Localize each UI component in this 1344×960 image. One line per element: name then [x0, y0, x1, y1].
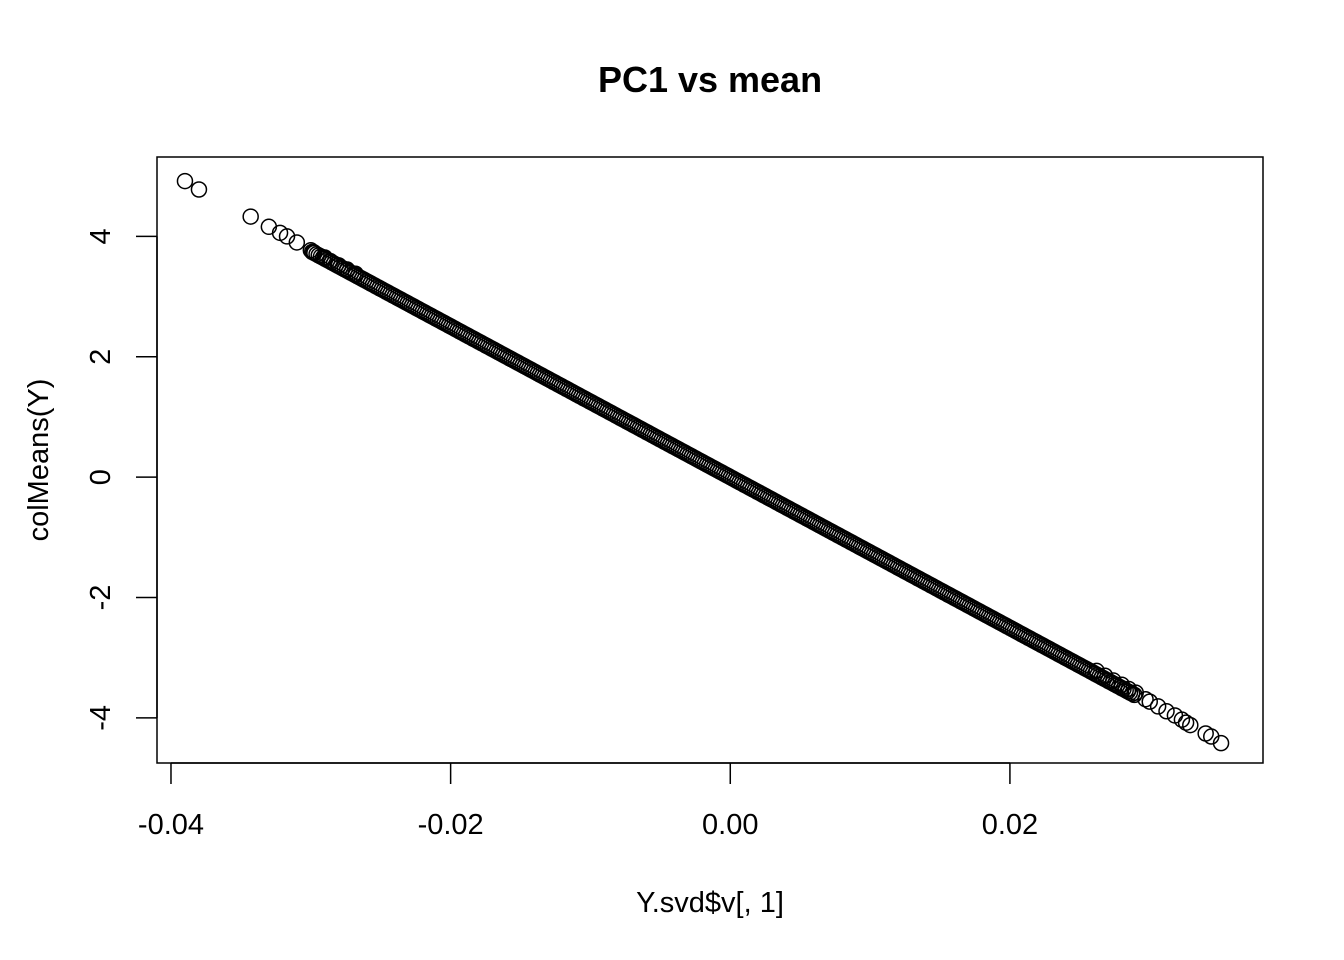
data-point — [322, 252, 339, 270]
y-axis-label: colMeans(Y) — [23, 379, 55, 542]
data-point — [1158, 702, 1175, 720]
x-axis: -0.04 -0.02 0.00 0.02 — [138, 762, 1038, 841]
data-point — [302, 242, 320, 259]
x-tick-label: 0.00 — [702, 809, 758, 841]
data-point — [338, 261, 356, 278]
y-tick-label: 4 — [85, 228, 117, 244]
data-point — [1088, 662, 1105, 680]
data-point — [305, 243, 322, 261]
data-point — [176, 172, 194, 190]
data-point — [190, 181, 208, 198]
y-tick-label: 2 — [85, 349, 117, 365]
data-points — [176, 172, 1230, 752]
data-point — [1177, 714, 1195, 731]
data-point — [1137, 690, 1154, 708]
data-point — [1126, 686, 1143, 704]
data-point — [278, 228, 296, 245]
y-tick-label: 0 — [85, 469, 117, 485]
data-point — [1173, 711, 1191, 728]
data-point — [1149, 698, 1167, 715]
y-tick-label: -2 — [85, 585, 117, 611]
data-point — [242, 208, 259, 225]
data-point — [288, 234, 306, 251]
x-tick-label: -0.04 — [138, 809, 204, 841]
x-axis-label: Y.svd$v[, 1] — [636, 887, 784, 919]
x-tick-label: 0.02 — [982, 809, 1038, 841]
data-point — [260, 218, 278, 236]
data-point — [1197, 725, 1214, 742]
data-point — [1105, 672, 1122, 689]
data-point — [1182, 716, 1199, 734]
data-point — [1096, 667, 1114, 684]
data-point — [330, 257, 348, 274]
x-tick-label: -0.02 — [418, 809, 484, 841]
y-tick-label: -4 — [85, 705, 117, 731]
data-point — [347, 265, 364, 282]
data-point — [1141, 693, 1158, 710]
chart-title: PC1 vs mean — [598, 59, 822, 100]
y-axis: -4 -2 0 2 4 — [85, 228, 158, 731]
data-point — [1212, 734, 1230, 752]
